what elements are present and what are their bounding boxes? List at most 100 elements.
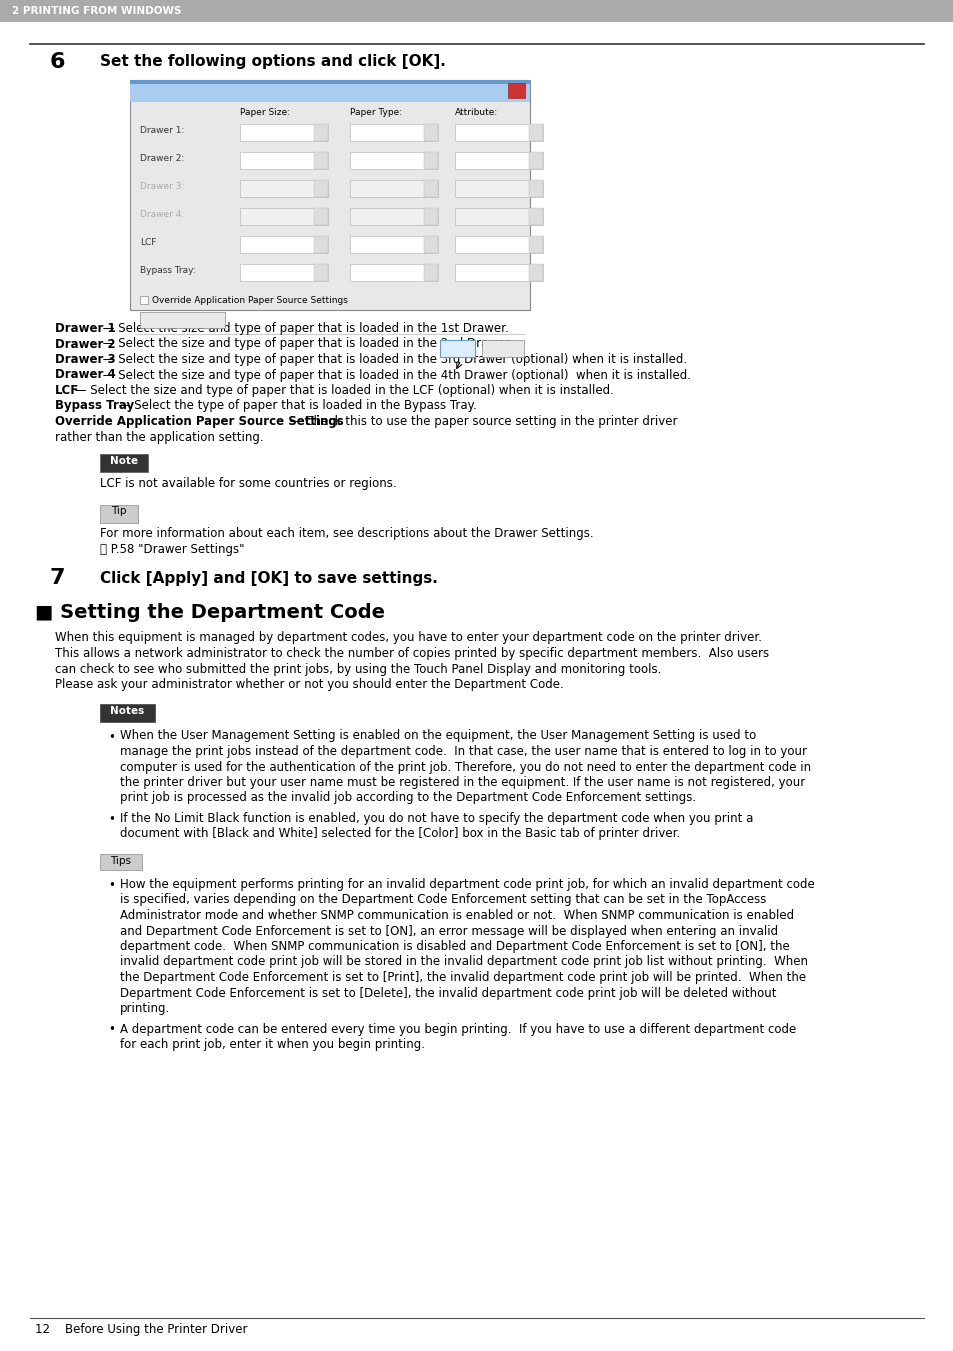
Text: Set the following options and click [OK].: Set the following options and click [OK]… [100, 54, 445, 69]
Text: Department Code Enforcement is set to [Delete], the invalid department code prin: Department Code Enforcement is set to [D… [120, 986, 776, 1000]
Bar [240, 180, 328, 197]
Text: Override Application Paper Source Settings: Override Application Paper Source Settin… [152, 296, 348, 305]
Bar [455, 208, 542, 226]
Text: Drawer 4:: Drawer 4: [140, 209, 184, 219]
Bar [314, 208, 328, 226]
Bar [140, 296, 148, 304]
Text: 7: 7 [50, 569, 66, 589]
Text: — Select the size and type of paper that is loaded in the 3rd Drawer (optional) : — Select the size and type of paper that… [99, 353, 686, 366]
Text: •: • [108, 813, 114, 825]
Bar [439, 340, 475, 357]
Text: None: None [458, 182, 480, 190]
Bar [100, 454, 148, 471]
Text: A3: A3 [244, 154, 254, 163]
Text: Click [Apply] and [OK] to save settings.: Click [Apply] and [OK] to save settings. [100, 570, 437, 585]
Text: ▾: ▾ [534, 213, 537, 219]
Bar [455, 124, 542, 141]
Text: Drawer 2:: Drawer 2: [140, 154, 184, 163]
Text: rather than the application setting.: rather than the application setting. [55, 431, 263, 443]
Text: Plain: Plain [354, 126, 374, 135]
Bar [423, 236, 437, 253]
Text: Administrator mode and whether SNMP communication is enabled or not.  When SNMP : Administrator mode and whether SNMP comm… [120, 909, 793, 921]
Text: ▾: ▾ [429, 240, 433, 247]
Text: — Check this to use the paper source setting in the printer driver: — Check this to use the paper source set… [286, 415, 677, 428]
Text: print job is processed as the invalid job according to the Department Code Enfor: print job is processed as the invalid jo… [120, 792, 696, 804]
Text: document with [Black and White] selected for the [Color] box in the Basic tab of: document with [Black and White] selected… [120, 828, 679, 840]
Text: ▾: ▾ [429, 157, 433, 163]
Text: Automatic: Automatic [244, 266, 287, 276]
Text: the printer driver but your user name must be registered in the equipment. If th: the printer driver but your user name mu… [120, 775, 804, 789]
Text: LCF is not available for some countries or regions.: LCF is not available for some countries … [100, 477, 396, 490]
Text: computer is used for the authentication of the print job. Therefore, you do not : computer is used for the authentication … [120, 761, 810, 774]
Text: department code.  When SNMP communication is disabled and Department Code Enforc: department code. When SNMP communication… [120, 940, 789, 952]
Text: printing.: printing. [120, 1002, 170, 1015]
Text: ▾: ▾ [319, 157, 322, 163]
Text: ▾: ▾ [534, 240, 537, 247]
Bar [314, 180, 328, 197]
Bar [529, 263, 542, 281]
Text: ▾: ▾ [429, 128, 433, 135]
Bar [423, 263, 437, 281]
Text: ■ Setting the Department Code: ■ Setting the Department Code [35, 604, 385, 623]
Bar [529, 180, 542, 197]
Bar [507, 82, 524, 99]
Bar [0, 0, 953, 22]
Text: How the equipment performs printing for an invalid department code print job, fo: How the equipment performs printing for … [120, 878, 814, 892]
Text: Paper Size:: Paper Size: [240, 108, 290, 118]
Bar [314, 153, 328, 169]
Bar [350, 153, 437, 169]
Text: Letter: Letter [244, 209, 269, 219]
Bar [314, 124, 328, 141]
Text: •: • [108, 1024, 114, 1036]
Text: Tips: Tips [111, 857, 132, 866]
Text: Drawer 3: Drawer 3 [55, 353, 115, 366]
Bar [240, 263, 328, 281]
Text: — Select the size and type of paper that is loaded in the LCF (optional) when it: — Select the size and type of paper that… [71, 384, 614, 397]
Bar [529, 236, 542, 253]
Text: Drawer 1: Drawer 1 [55, 322, 115, 335]
Bar [423, 153, 437, 169]
Text: ▾: ▾ [534, 185, 537, 190]
Text: for each print job, enter it when you begin printing.: for each print job, enter it when you be… [120, 1038, 424, 1051]
Bar [100, 704, 154, 721]
Bar [455, 263, 542, 281]
Bar [130, 80, 530, 309]
Bar [100, 854, 142, 870]
Text: — Select the size and type of paper that is loaded in the 1st Drawer.: — Select the size and type of paper that… [99, 322, 508, 335]
Bar [314, 236, 328, 253]
Text: When this equipment is managed by department codes, you have to enter your depar: When this equipment is managed by depart… [55, 631, 761, 644]
Bar [423, 180, 437, 197]
Text: A4: A4 [244, 126, 254, 135]
Bar [350, 263, 437, 281]
Text: Drawer 1:: Drawer 1: [140, 126, 184, 135]
Text: Drawer Settings: Drawer Settings [137, 82, 215, 93]
Text: Drawer 3:: Drawer 3: [140, 182, 184, 190]
Text: ▾: ▾ [429, 213, 433, 219]
Text: can check to see who submitted the print jobs, by using the Touch Panel Display : can check to see who submitted the print… [55, 662, 660, 676]
Text: Plain: Plain [354, 209, 374, 219]
Text: Override Application Paper Source Settings: Override Application Paper Source Settin… [55, 415, 343, 428]
Text: the Department Code Enforcement is set to [Print], the invalid department code p: the Department Code Enforcement is set t… [120, 971, 805, 984]
Bar [455, 153, 542, 169]
Text: manage the print jobs instead of the department code.  In that case, the user na: manage the print jobs instead of the dep… [120, 744, 806, 758]
Bar [240, 153, 328, 169]
Bar [529, 124, 542, 141]
Bar [481, 340, 523, 357]
Bar [350, 180, 437, 197]
Text: invalid department code print job will be stored in the invalid department code : invalid department code print job will b… [120, 955, 807, 969]
Text: LCF: LCF [140, 238, 156, 247]
Text: Notes: Notes [111, 705, 145, 716]
Text: Please ask your administrator whether or not you should enter the Department Cod: Please ask your administrator whether or… [55, 678, 563, 690]
Bar [130, 80, 530, 101]
Text: None: None [458, 238, 480, 247]
Text: None: None [458, 209, 480, 219]
Text: ▾: ▾ [319, 128, 322, 135]
Text: •: • [108, 880, 114, 892]
Text: If the No Limit Black function is enabled, you do not have to specify the depart: If the No Limit Black function is enable… [120, 812, 753, 825]
Text: — Select the type of paper that is loaded in the Bypass Tray.: — Select the type of paper that is loade… [115, 400, 476, 412]
Text: Letter: Letter [244, 182, 269, 190]
Bar [529, 208, 542, 226]
Text: ▾: ▾ [534, 269, 537, 276]
Text: OK: OK [450, 342, 463, 353]
Bar [130, 84, 530, 101]
